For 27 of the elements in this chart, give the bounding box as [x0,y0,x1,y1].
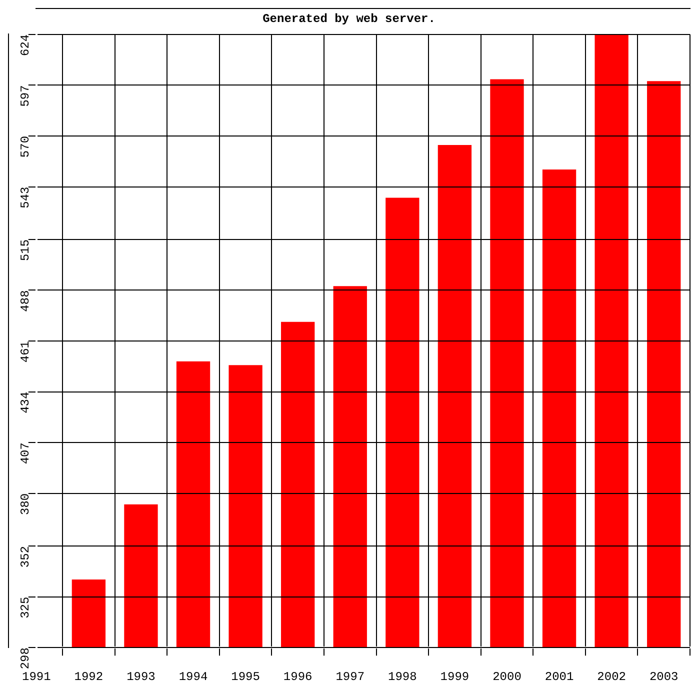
x-tick-label: 1991 [22,670,51,684]
y-tick-label: 488 [18,290,33,312]
y-tick-label: 380 [18,493,33,515]
y-tick-label: 597 [18,85,33,107]
x-tick-label: 1998 [388,670,417,684]
x-tick-label: 1994 [178,670,208,684]
y-tick-label: 298 [18,648,33,670]
x-tick-label: 2000 [492,670,522,684]
x-tick-label: 1996 [283,670,312,684]
y-tick-label: 325 [18,596,33,618]
chart-title: Generated by web server. [262,12,436,26]
x-tick-label: 1999 [440,670,470,684]
y-tick-label: 461 [18,341,33,363]
y-tick-label: 407 [18,442,33,464]
x-tick-label: 1992 [74,670,104,684]
y-tick-label: 352 [18,546,33,568]
x-tick-label: 2001 [544,670,574,684]
x-tick-label: 1995 [231,670,260,684]
x-tick-label: 1993 [126,670,156,684]
y-tick-label: 624 [18,34,33,56]
y-tick-label: 570 [18,136,33,158]
y-tick-label: 515 [18,239,33,262]
x-tick-label: 1997 [336,670,365,684]
x-tick-label: 2002 [597,670,626,684]
x-tick-label: 2003 [649,670,678,684]
y-tick-label: 434 [18,392,33,414]
y-tick-label: 543 [18,186,33,208]
